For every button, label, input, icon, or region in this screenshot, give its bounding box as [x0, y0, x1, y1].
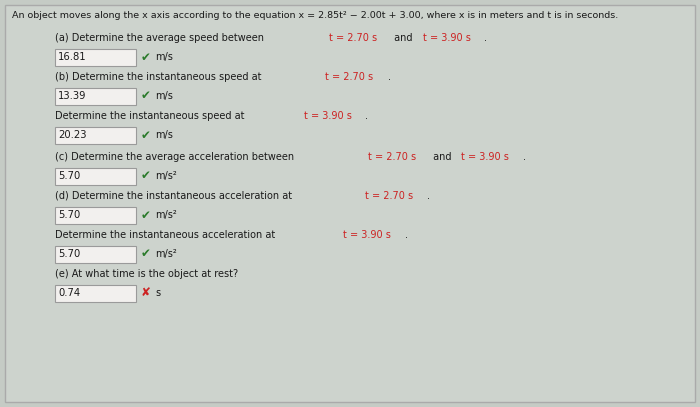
Text: t = 2.70 s: t = 2.70 s — [365, 191, 413, 201]
Text: 5.70: 5.70 — [58, 171, 80, 181]
Text: m/s²: m/s² — [155, 249, 176, 259]
Text: m/s: m/s — [155, 91, 173, 101]
Text: t = 3.90 s: t = 3.90 s — [461, 152, 510, 162]
Text: Determine the instantaneous speed at: Determine the instantaneous speed at — [55, 111, 248, 121]
FancyBboxPatch shape — [55, 127, 136, 144]
Text: 0.74: 0.74 — [58, 288, 80, 298]
Text: m/s²: m/s² — [155, 171, 176, 181]
Text: t = 2.70 s: t = 2.70 s — [329, 33, 377, 43]
Text: m/s²: m/s² — [155, 210, 176, 220]
FancyBboxPatch shape — [55, 168, 136, 184]
Text: (c) Determine the average acceleration between: (c) Determine the average acceleration b… — [55, 152, 298, 162]
Text: (a) Determine the average speed between: (a) Determine the average speed between — [55, 33, 267, 43]
Text: 16.81: 16.81 — [58, 52, 87, 62]
Text: s: s — [155, 288, 160, 298]
Text: .: . — [523, 152, 526, 162]
Text: Determine the instantaneous acceleration at: Determine the instantaneous acceleration… — [55, 230, 279, 240]
Text: .: . — [388, 72, 391, 82]
Text: ✔: ✔ — [141, 50, 151, 63]
Text: ✔: ✔ — [141, 90, 151, 103]
Text: An object moves along the x axis according to the equation x = 2.85t² − 2.00t + : An object moves along the x axis accordi… — [12, 11, 618, 20]
Text: 20.23: 20.23 — [58, 130, 87, 140]
Text: .: . — [365, 111, 368, 121]
Text: m/s: m/s — [155, 130, 173, 140]
Text: .: . — [405, 230, 408, 240]
Text: ✔: ✔ — [141, 247, 151, 260]
Text: (d) Determine the instantaneous acceleration at: (d) Determine the instantaneous accelera… — [55, 191, 295, 201]
Text: (b) Determine the instantaneous speed at: (b) Determine the instantaneous speed at — [55, 72, 265, 82]
Text: t = 3.90 s: t = 3.90 s — [304, 111, 351, 121]
Text: t = 3.90 s: t = 3.90 s — [343, 230, 391, 240]
Text: and: and — [391, 33, 415, 43]
FancyBboxPatch shape — [55, 206, 136, 223]
Text: ✔: ✔ — [141, 129, 151, 142]
Text: (e) At what time is the object at rest?: (e) At what time is the object at rest? — [55, 269, 238, 279]
Text: ✔: ✔ — [141, 208, 151, 221]
FancyBboxPatch shape — [55, 48, 136, 66]
Text: m/s: m/s — [155, 52, 173, 62]
Text: t = 2.70 s: t = 2.70 s — [326, 72, 374, 82]
Text: t = 3.90 s: t = 3.90 s — [423, 33, 470, 43]
Text: and: and — [430, 152, 454, 162]
Text: 5.70: 5.70 — [58, 210, 80, 220]
FancyBboxPatch shape — [5, 5, 695, 402]
FancyBboxPatch shape — [55, 284, 136, 302]
Text: 13.39: 13.39 — [58, 91, 87, 101]
FancyBboxPatch shape — [55, 245, 136, 263]
Text: .: . — [484, 33, 487, 43]
Text: .: . — [427, 191, 430, 201]
Text: ✔: ✔ — [141, 169, 151, 182]
Text: t = 2.70 s: t = 2.70 s — [368, 152, 416, 162]
Text: ✘: ✘ — [141, 287, 151, 300]
Text: 5.70: 5.70 — [58, 249, 80, 259]
FancyBboxPatch shape — [55, 88, 136, 105]
